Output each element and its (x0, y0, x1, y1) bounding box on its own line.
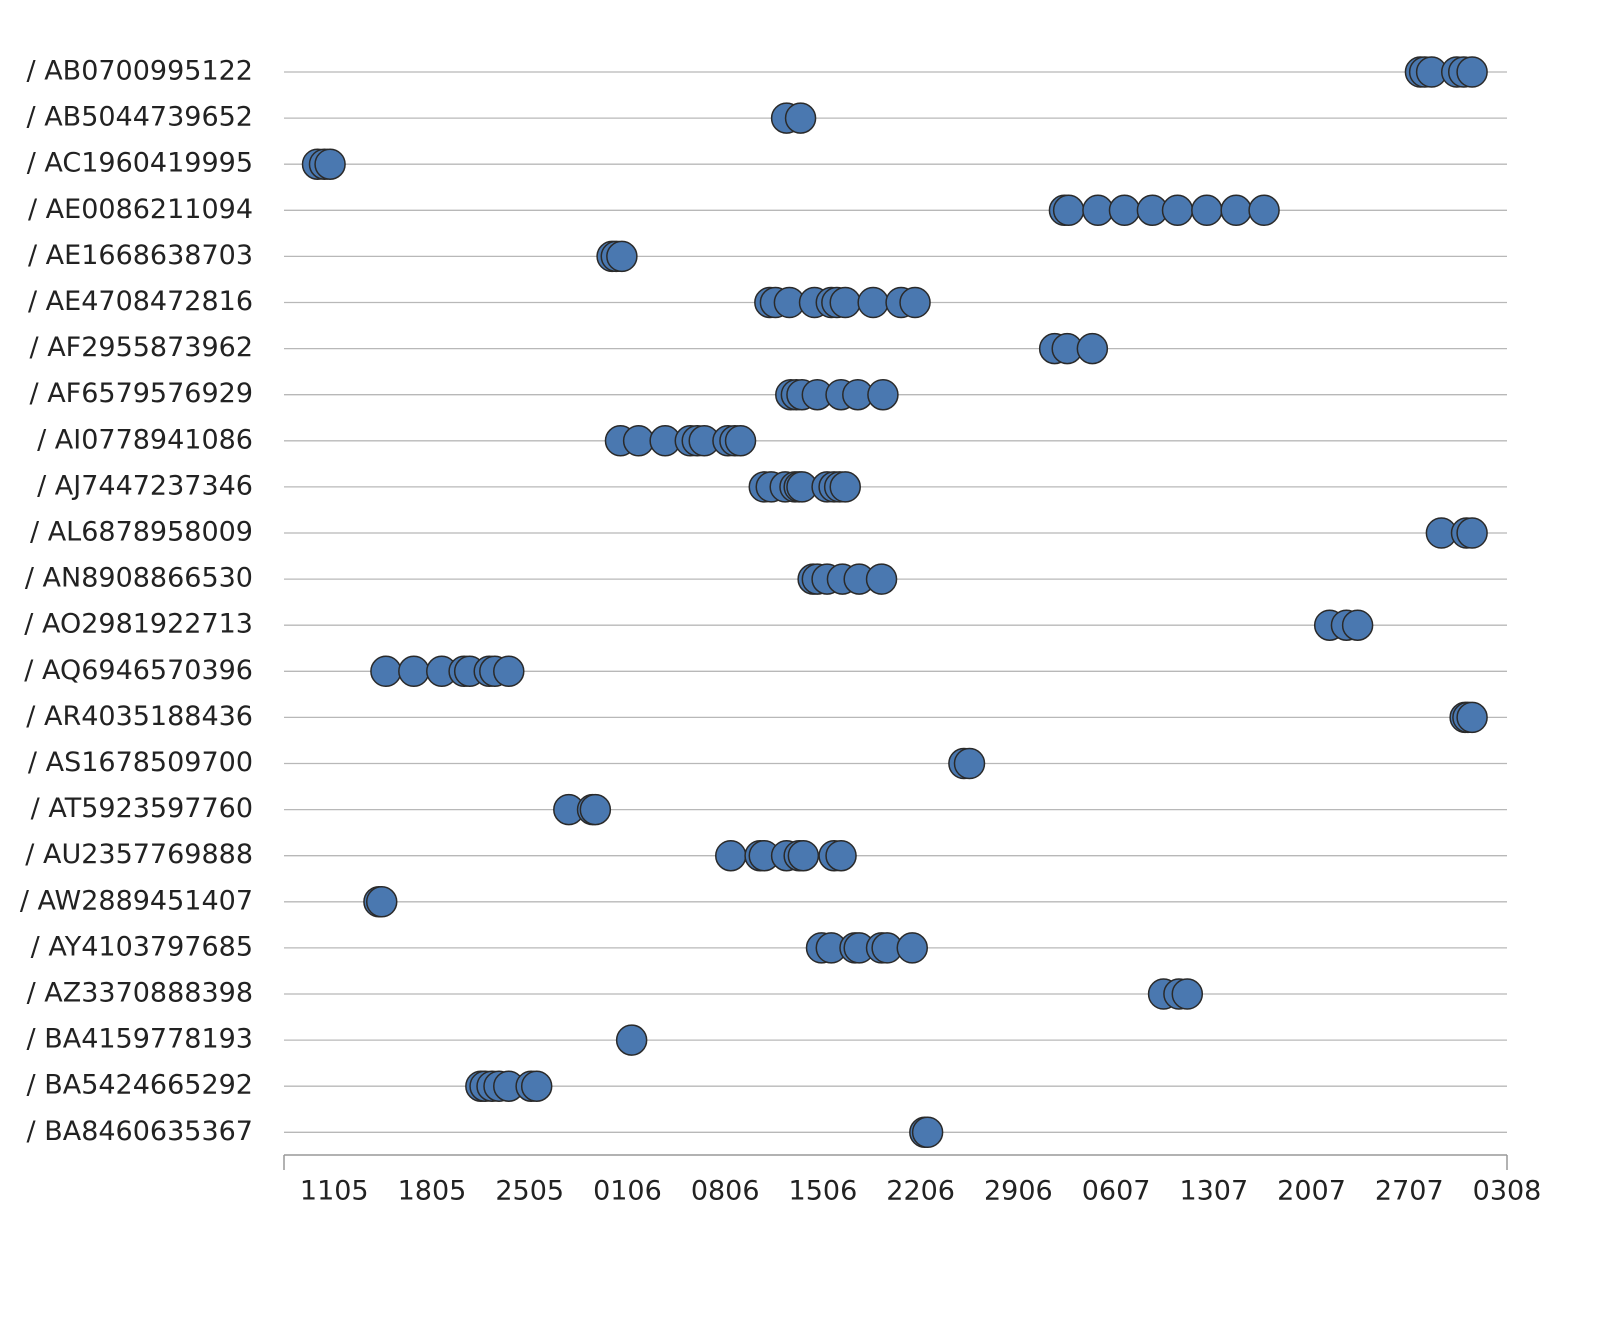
dot (1052, 194, 1085, 227)
y-tick-label: / BA5424665292 (27, 1070, 253, 1101)
dot (1456, 517, 1488, 549)
dot (1248, 194, 1280, 227)
y-tick-label: / AN8908866530 (25, 563, 253, 594)
x-tick-label: 2007 (1277, 1176, 1346, 1207)
dot (896, 932, 929, 964)
x-tick-label: 2206 (886, 1176, 955, 1207)
y-tick-label: / AW2889451407 (20, 885, 253, 916)
dot (825, 839, 857, 872)
dot (784, 102, 817, 134)
y-tick-label: / AE1668638703 (28, 240, 253, 271)
y-tick-label: / BA4159778193 (27, 1024, 253, 1055)
x-tick-label: 1307 (1179, 1176, 1248, 1207)
x-tick-label: 1805 (398, 1176, 467, 1207)
dot (899, 286, 931, 319)
dot (365, 886, 398, 918)
dot (724, 425, 757, 457)
y-tick-label: / BA8460635367 (27, 1116, 253, 1147)
dot (787, 839, 820, 872)
y-tick-label: / AE4708472816 (28, 286, 253, 317)
dot (1076, 332, 1109, 365)
dot (606, 240, 638, 273)
x-tick-label: 0106 (593, 1176, 662, 1207)
dot (1220, 194, 1252, 227)
x-tick-label: 2505 (495, 1176, 564, 1207)
x-tick-label: 0806 (691, 1176, 760, 1207)
x-tick-label: 1105 (300, 1176, 369, 1207)
dot (579, 793, 612, 826)
y-tick-label: / AT5923597760 (31, 793, 253, 824)
dot (1456, 56, 1488, 88)
dot (1456, 701, 1488, 734)
y-tick-label: / AJ7447237346 (37, 470, 253, 501)
dot (829, 286, 861, 319)
y-tick-label: / AY4103797685 (31, 931, 253, 962)
dot (1108, 194, 1141, 227)
dot (829, 471, 861, 503)
dot (520, 1070, 553, 1102)
dot (622, 425, 655, 457)
x-tick-label: 0607 (1082, 1176, 1151, 1207)
dot (1082, 194, 1114, 227)
y-tick-label: / AZ3370888398 (27, 978, 253, 1009)
y-tick-label: / AU2357769888 (25, 839, 253, 870)
dot (615, 1024, 648, 1056)
dot (1161, 194, 1194, 227)
dot (715, 839, 747, 872)
dot (857, 286, 889, 319)
y-tick-label: / AQ6946570396 (24, 655, 253, 686)
dot (911, 1116, 944, 1149)
y-tick-label: / AS1678509700 (28, 747, 253, 778)
dot (1191, 194, 1223, 227)
y-tick-label: / AB0700995122 (27, 56, 253, 87)
y-tick-label: / AE0086211094 (28, 194, 253, 225)
x-tick-label: 0308 (1473, 1176, 1542, 1207)
y-tick-label: / AR4035188436 (26, 701, 253, 732)
dot (1341, 609, 1374, 641)
y-tick-label: / AI0778941086 (37, 424, 253, 455)
dot (865, 563, 898, 595)
dot (370, 655, 402, 688)
x-tick-label: 2906 (984, 1176, 1053, 1207)
x-tick-label: 1506 (789, 1176, 858, 1207)
y-tick-label: / AC1960419995 (27, 148, 253, 179)
dot (867, 378, 899, 411)
dot (1171, 978, 1204, 1010)
y-tick-label: / AB5044739652 (27, 102, 253, 133)
dot (398, 655, 430, 688)
y-tick-label: / AL6878958009 (30, 517, 253, 548)
y-tick-label: / AF6579576929 (30, 378, 253, 409)
y-tick-label: / AF2955873962 (30, 332, 253, 363)
dot (953, 747, 986, 780)
dot (493, 655, 525, 688)
x-tick-label: 2707 (1375, 1176, 1444, 1207)
y-tick-label: / AO2981922713 (24, 609, 253, 640)
dot (314, 148, 346, 180)
